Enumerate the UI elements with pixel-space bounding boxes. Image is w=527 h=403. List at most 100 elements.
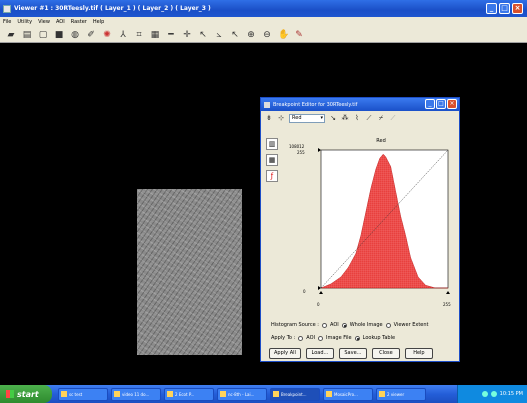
task-item[interactable]: 2 Ecot P...	[164, 387, 214, 401]
app-icon	[273, 391, 279, 397]
hs-aoi-radio[interactable]	[321, 322, 327, 328]
reset-tool-icon[interactable]: ⟋	[390, 113, 396, 122]
pan-icon[interactable]: ✋	[278, 29, 290, 40]
save-button[interactable]: Save...	[338, 348, 367, 359]
at-lookup-table-radio[interactable]	[354, 335, 360, 341]
apply-to-label: Apply To :	[271, 335, 296, 341]
at-image-file-radio[interactable]	[318, 335, 323, 341]
histogram-chart[interactable]: Red 108012 255 0 0 255	[283, 136, 458, 316]
histogram-source-label: Histogram Source :	[271, 322, 319, 328]
print-icon[interactable]: ◍	[71, 29, 79, 40]
target-icon[interactable]: ✺	[103, 29, 111, 40]
select-icon[interactable]: ↖	[231, 29, 239, 40]
load-button[interactable]: Load...	[305, 348, 334, 359]
dialog-title-bar[interactable]: Breakpoint Editor for 30RTeesly.tif _ □ …	[261, 98, 459, 111]
task-item[interactable]: sc test	[58, 387, 108, 401]
viewer-title: Viewer #1 : 30RTeesly.tif ( Layer_1 ) ( …	[14, 5, 211, 12]
windows-logo-icon	[6, 390, 14, 398]
insert-breakpoint-icon[interactable]: ⊹	[278, 113, 284, 122]
chart-icon[interactable]: ⦣	[216, 29, 222, 40]
satellite-image[interactable]	[137, 189, 242, 355]
menu-bar: File Utility View AOI Raster Help	[0, 17, 527, 27]
task-item[interactable]: MosaicPro...	[323, 387, 373, 401]
grid-icon[interactable]: ⌗	[136, 29, 142, 40]
table-icon[interactable]: ▦	[150, 29, 160, 40]
task-label: sc test	[69, 391, 83, 397]
clip-tool-icon[interactable]: ⌿	[378, 113, 384, 122]
crosshair-icon[interactable]: ✛	[183, 29, 191, 40]
histogram-hatch	[321, 154, 448, 288]
task-item[interactable]: video 11 do...	[111, 387, 161, 401]
nodes-tool-icon[interactable]: ⁂	[341, 113, 349, 122]
band-select[interactable]: Red	[289, 113, 325, 123]
at-aoi-radio[interactable]	[298, 335, 304, 341]
menu-raster[interactable]: Raster	[70, 19, 87, 25]
task-item[interactable]: Breakpoint...	[270, 387, 320, 401]
paint-icon[interactable]: ✐	[87, 29, 95, 40]
apply-all-button[interactable]: Apply All	[269, 348, 301, 359]
menu-aoi[interactable]: AOI	[55, 19, 65, 25]
menu-file[interactable]: File	[3, 19, 12, 25]
dialog-button-row: Apply All Load... Save... Close Help	[269, 348, 433, 359]
line-icon[interactable]: ━	[168, 29, 174, 40]
task-label: video 11 do...	[122, 391, 150, 397]
zoom-out-icon[interactable]: ⊖	[263, 29, 271, 40]
histogram-svg: Red 108012 255 0 0 255	[289, 138, 451, 307]
document-icon	[220, 391, 226, 397]
taskbar-tasks: sc test video 11 do... 2 Ecot P... nc-8t…	[58, 387, 426, 401]
close-button[interactable]: Close	[371, 348, 400, 359]
task-label: nc-8th - Lai...	[228, 391, 255, 397]
new-viewer-icon[interactable]: ▢	[38, 29, 48, 40]
right-breakpoint-marker[interactable]	[446, 291, 450, 294]
folder-icon	[61, 391, 67, 397]
y-axis-bottom-label: 0	[303, 289, 306, 294]
dialog-maximize-icon[interactable]: □	[436, 99, 446, 109]
apply-to-row: Apply To : AOI Image File Lookup Table	[271, 335, 395, 341]
curve-tool-icon[interactable]: ⌇	[355, 113, 359, 122]
measure-icon[interactable]: ⅄	[120, 29, 126, 40]
lookup-line[interactable]	[320, 149, 449, 289]
maximize-icon[interactable]: □	[499, 3, 510, 14]
network-icon[interactable]	[481, 391, 488, 397]
help-button[interactable]: Help	[404, 348, 433, 359]
histogram-icon[interactable]: ▥	[266, 138, 278, 150]
dialog-close-icon[interactable]: ×	[447, 99, 457, 109]
minimize-icon[interactable]: _	[486, 3, 497, 14]
hs-whole-image-radio[interactable]	[341, 322, 347, 328]
save-icon[interactable]: ■	[54, 29, 64, 40]
linear-tool-icon[interactable]: ⟋	[366, 113, 372, 122]
menu-view[interactable]: View	[38, 19, 50, 25]
move-breakpoint-icon[interactable]: ⇟	[266, 113, 272, 122]
close-icon[interactable]: ×	[512, 3, 523, 14]
app-icon	[3, 4, 11, 13]
zoom-in-icon[interactable]: ⊕	[247, 29, 255, 40]
top-level-marker[interactable]	[318, 148, 321, 152]
viewer-title-bar[interactable]: Viewer #1 : 30RTeesly.tif ( Layer_1 ) ( …	[0, 0, 527, 17]
breakpoint-editor-dialog: Breakpoint Editor for 30RTeesly.tif _ □ …	[260, 97, 460, 362]
start-button[interactable]: start	[0, 385, 52, 403]
hs-viewer-extent-radio[interactable]	[385, 322, 391, 328]
y-axis-top-label: 255	[297, 150, 305, 155]
open-icon[interactable]: ▰	[7, 29, 15, 40]
task-item[interactable]: 2 viewer	[376, 387, 426, 401]
dialog-icon	[264, 101, 270, 108]
viewer-toolbar: ▰ ▤ ▢ ■ ◍ ✐ ✺ ⅄ ⌗ ▦ ━ ✛ ↖ ⦣ ↖ ⊕ ⊖ ✋ ✎	[0, 27, 527, 43]
task-item[interactable]: nc-8th - Lai...	[217, 387, 267, 401]
at-aoi-label: AOI	[306, 335, 315, 341]
volume-icon[interactable]	[490, 391, 497, 397]
inquire-icon[interactable]: ✎	[295, 29, 303, 40]
left-breakpoint-marker[interactable]	[319, 291, 323, 294]
table-view-icon[interactable]: ▦	[266, 154, 278, 166]
hs-aoi-label: AOI	[329, 322, 339, 328]
y-max-label: 108012	[289, 144, 305, 149]
arrow-tool-icon[interactable]: ↘	[330, 113, 336, 122]
hs-whole-image-label: Whole Image	[349, 322, 383, 328]
dialog-minimize-icon[interactable]: _	[425, 99, 435, 109]
function-icon[interactable]: ƒ	[266, 170, 278, 182]
pointer-icon[interactable]: ↖	[199, 29, 207, 40]
folder-icon[interactable]: ▤	[22, 29, 32, 40]
menu-help[interactable]: Help	[92, 19, 105, 25]
menu-utility[interactable]: Utility	[17, 19, 33, 25]
bottom-level-marker[interactable]	[318, 286, 321, 290]
hs-viewer-extent-label: Viewer Extent	[393, 322, 429, 328]
